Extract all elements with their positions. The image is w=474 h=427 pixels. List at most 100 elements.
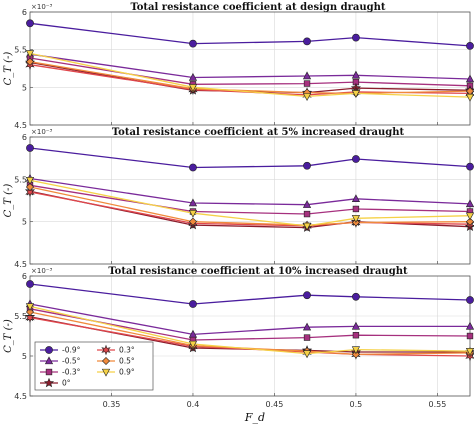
x-tick-label: 0.5 bbox=[350, 400, 363, 409]
data-point bbox=[352, 33, 360, 42]
y-tick-label: 5.5 bbox=[14, 312, 27, 321]
panel-1: 4.5 5 5.5 6 ×10⁻³ Total resistance coefficien… bbox=[3, 2, 474, 130]
legend-marker bbox=[101, 368, 111, 377]
data-point bbox=[465, 321, 474, 330]
x-tick-label: 0.45 bbox=[266, 400, 284, 409]
y-tick-label: 5 bbox=[22, 352, 27, 361]
data-point bbox=[25, 182, 35, 191]
data-point bbox=[466, 332, 474, 340]
x-axis-label: F_d bbox=[244, 411, 265, 424]
data-point bbox=[352, 205, 360, 213]
legend-label: -0.9° bbox=[62, 346, 81, 355]
data-point bbox=[302, 350, 312, 359]
legend-marker bbox=[45, 368, 53, 376]
data-point bbox=[351, 90, 361, 98]
y-tick-label: 5 bbox=[22, 218, 27, 227]
y-axis-label: C_T (-) bbox=[3, 52, 14, 86]
chart-title: Total resistance coefficient at design d… bbox=[130, 2, 385, 13]
data-point bbox=[303, 334, 311, 341]
data-point bbox=[26, 280, 34, 288]
data-point bbox=[188, 198, 198, 207]
y-tick-label: 4.5 bbox=[14, 260, 27, 269]
legend-label: 0.3° bbox=[119, 346, 135, 355]
data-point bbox=[303, 291, 311, 300]
data-point bbox=[465, 217, 474, 226]
legend-marker bbox=[101, 344, 111, 356]
data-point bbox=[351, 350, 360, 359]
legend-label: 0° bbox=[62, 379, 71, 388]
y-axis-label: C_T (-) bbox=[3, 184, 14, 218]
chart-title: Total resistance coefficient at 10% incr… bbox=[108, 266, 408, 277]
data-point bbox=[351, 70, 361, 79]
data-point bbox=[352, 292, 360, 301]
data-point bbox=[26, 144, 34, 152]
data-point bbox=[303, 161, 311, 170]
data-point bbox=[302, 200, 312, 208]
data-point bbox=[302, 222, 312, 231]
data-point bbox=[25, 303, 35, 312]
panel-3: 4.5 5 5.5 6 0.35 0.4 0.45 0.5 0.55 ×10⁻³ Total res… bbox=[3, 266, 474, 424]
data-point bbox=[189, 39, 197, 48]
data-point bbox=[351, 321, 361, 330]
legend: -0.9° -0.5° -0.3° 0° 0.3° 0.5° 0.9° bbox=[34, 341, 154, 391]
data-point bbox=[25, 186, 35, 198]
data-point bbox=[466, 42, 474, 50]
panel-2: 4.5 5 5.5 6 ×10⁻³ Total resistance coefficien… bbox=[3, 127, 474, 269]
data-point bbox=[189, 163, 197, 172]
data-point bbox=[466, 296, 474, 304]
y-tick-label: 5.5 bbox=[14, 46, 27, 55]
data-point bbox=[351, 215, 361, 223]
legend-marker bbox=[43, 377, 55, 388]
data-point bbox=[25, 50, 35, 59]
legend-label: -0.3° bbox=[62, 368, 81, 377]
data-point bbox=[465, 93, 474, 102]
y-tick-label: 6 bbox=[22, 8, 27, 17]
data-point bbox=[188, 217, 197, 226]
chart-title: Total resistance coefficient at 5% incre… bbox=[112, 127, 405, 138]
y-multiplier: ×10⁻³ bbox=[31, 3, 52, 11]
legend-label: 0.9° bbox=[119, 368, 135, 377]
data-point bbox=[25, 177, 35, 185]
data-point bbox=[188, 72, 198, 81]
data-point bbox=[25, 57, 35, 66]
data-point bbox=[188, 340, 198, 349]
data-point bbox=[303, 37, 311, 46]
x-tick-label: 0.35 bbox=[103, 400, 121, 409]
data-point bbox=[465, 212, 474, 221]
data-point bbox=[465, 348, 474, 356]
legend-marker bbox=[44, 356, 54, 365]
y-tick-label: 5 bbox=[22, 83, 27, 92]
data-point bbox=[351, 194, 361, 202]
legend-label: 0.5° bbox=[119, 357, 135, 366]
data-point bbox=[352, 155, 360, 163]
data-point bbox=[303, 210, 311, 218]
y-multiplier: ×10⁻³ bbox=[31, 267, 52, 275]
data-point bbox=[302, 71, 312, 80]
y-tick-label: 4.5 bbox=[14, 121, 27, 130]
y-tick-label: 4.5 bbox=[14, 392, 27, 401]
data-point bbox=[188, 84, 198, 92]
data-point bbox=[303, 80, 311, 87]
data-point bbox=[25, 312, 35, 323]
legend-label: -0.5° bbox=[62, 357, 81, 366]
data-point bbox=[25, 307, 35, 317]
data-point bbox=[466, 162, 474, 171]
legend-marker bbox=[101, 356, 111, 366]
y-axis-label: C_T (-) bbox=[3, 319, 14, 353]
y-tick-label: 6 bbox=[22, 133, 27, 142]
x-tick-label: 0.55 bbox=[429, 400, 447, 409]
data-point bbox=[352, 332, 360, 339]
data-point bbox=[465, 199, 474, 208]
data-point bbox=[302, 93, 312, 101]
y-multiplier: ×10⁻³ bbox=[31, 128, 52, 136]
legend-marker bbox=[45, 346, 53, 354]
data-point bbox=[189, 300, 197, 308]
x-tick-label: 0.4 bbox=[187, 400, 200, 409]
data-point bbox=[302, 322, 312, 331]
y-tick-label: 5.5 bbox=[14, 175, 27, 184]
y-tick-label: 6 bbox=[22, 272, 27, 281]
data-point bbox=[188, 210, 198, 218]
data-point bbox=[465, 74, 474, 83]
